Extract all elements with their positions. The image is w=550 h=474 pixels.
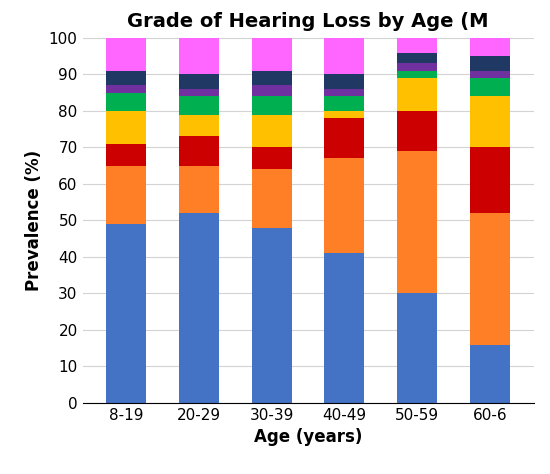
Bar xyxy=(179,96,219,115)
Bar xyxy=(252,228,292,403)
Bar xyxy=(179,165,219,213)
Bar xyxy=(397,111,437,151)
Bar xyxy=(252,147,292,169)
Bar xyxy=(470,213,510,345)
Bar xyxy=(397,293,437,403)
Bar xyxy=(252,85,292,96)
Title: Grade of Hearing Loss by Age (M: Grade of Hearing Loss by Age (M xyxy=(127,12,489,31)
Bar xyxy=(470,78,510,96)
Y-axis label: Prevalence (%): Prevalence (%) xyxy=(25,150,43,291)
Bar xyxy=(179,38,219,74)
Bar xyxy=(106,85,146,93)
Bar xyxy=(324,118,364,158)
Bar xyxy=(470,345,510,403)
Bar xyxy=(179,213,219,403)
Bar xyxy=(470,71,510,78)
Bar xyxy=(179,89,219,96)
Bar xyxy=(324,96,364,111)
Bar xyxy=(106,166,146,224)
Bar xyxy=(397,53,437,64)
Bar xyxy=(324,74,364,89)
Bar xyxy=(106,71,146,85)
Bar xyxy=(106,38,146,71)
Bar xyxy=(324,38,364,74)
Bar xyxy=(106,111,146,144)
Bar xyxy=(179,74,219,89)
Bar xyxy=(324,253,364,403)
Bar xyxy=(324,158,364,253)
Bar xyxy=(106,144,146,165)
Bar xyxy=(252,38,292,71)
Bar xyxy=(179,115,219,137)
Bar xyxy=(106,224,146,403)
Bar xyxy=(252,115,292,147)
Bar xyxy=(106,92,146,111)
Bar xyxy=(179,137,219,165)
Bar xyxy=(397,78,437,111)
Bar xyxy=(252,71,292,85)
Bar xyxy=(397,64,437,71)
Bar xyxy=(252,169,292,228)
Bar xyxy=(470,147,510,213)
Bar xyxy=(397,38,437,53)
Bar xyxy=(324,111,364,118)
Bar xyxy=(470,56,510,71)
X-axis label: Age (years): Age (years) xyxy=(254,428,362,447)
Bar xyxy=(252,96,292,115)
Bar xyxy=(324,89,364,96)
Bar xyxy=(470,38,510,56)
Bar xyxy=(397,71,437,78)
Bar xyxy=(397,151,437,293)
Bar xyxy=(470,96,510,147)
